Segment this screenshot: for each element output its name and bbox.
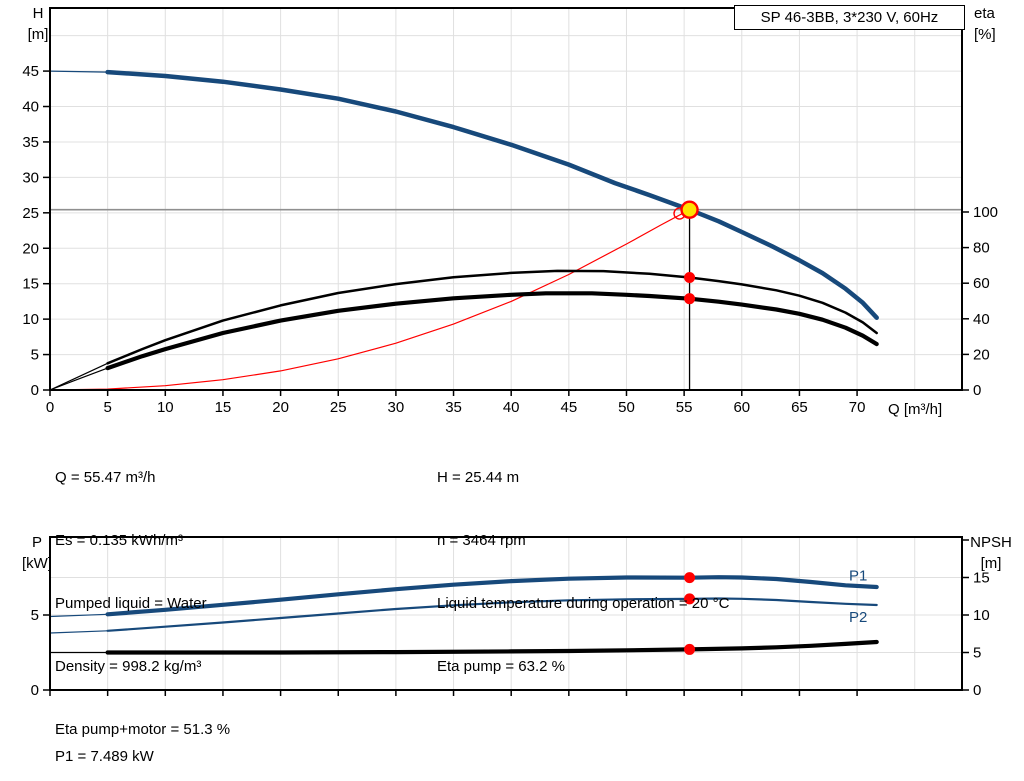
x-tick-label: 40 [503,399,520,416]
eta-pump-motor-curve-lead [49,367,108,391]
eta-axis-title: eta [%] [974,3,1020,45]
left-tick-label: 0 [31,682,39,699]
duty-marker-dot [684,572,696,584]
left-tick-label: 40 [22,99,39,116]
head-curve-lead [49,70,108,73]
right-tick-label: 100 [973,204,998,221]
info-n: n = 3464 rpm [437,532,526,549]
info-h: H = 25.44 m [437,469,520,486]
system-curve [49,209,690,391]
npsh-curve [105,639,879,655]
eta-axis-title-line1: eta [974,5,995,22]
duty-info-right: H = 25.44 m n = 3464 rpm Liquid temperat… [437,425,729,719]
info-eta-pump: Eta pump = 63.2 % [437,658,565,675]
left-tick-label: 20 [22,240,39,257]
info-density: Density = 998.2 kg/m³ [55,658,202,675]
info-pumped-liquid: Pumped liquid = Water [55,595,207,612]
left-tick-label: 30 [22,169,39,186]
x-tick-label: 0 [46,399,54,416]
x-tick-label: 45 [560,399,577,416]
p2-curve [106,597,878,632]
x-tick-label: 25 [330,399,347,416]
right-tick-label: 5 [973,645,981,662]
right-tick-label: 0 [973,382,981,399]
p-axis-title-line1: P [31,534,42,551]
npsh-axis-title: NPSH [m] [962,532,1020,574]
eta-pump-motor-curve [105,291,879,371]
x-tick-label: 50 [618,399,635,416]
right-tick-label: 10 [973,607,990,624]
x-tick-label: 20 [272,399,289,416]
x-tick-label: 35 [445,399,462,416]
duty-info-bottom: P1 = 7.489 kW P2 = 6.076 kW NPSH = 5.41 … [55,704,160,781]
left-tick-label: 45 [22,63,39,80]
p-axis-title: P [kW] [16,532,58,574]
x-axis-unit-label: Q [m³/h] [888,401,942,418]
series-label-p2: P2 [849,609,867,626]
npsh-axis-title-line1: NPSH [970,534,1012,551]
x-tick-label: 5 [103,399,111,416]
right-tick-label: 60 [973,275,990,292]
left-tick-label: 5 [31,607,39,624]
right-tick-label: 40 [973,311,990,328]
head-curve [105,69,879,320]
info-q: Q = 55.47 m³/h [55,469,156,486]
p1-curve [105,575,879,617]
eta-pump-curve-lead [49,362,108,391]
series-label-p1: P1 [849,568,867,585]
p2-curve-lead [49,630,108,634]
duty-point-marker [680,200,699,219]
x-tick-label: 65 [791,399,808,416]
x-tick-label: 30 [388,399,405,416]
info-eta-pump-motor: Eta pump+motor = 51.3 % [55,721,231,738]
duty-marker-dot [684,272,696,284]
right-tick-label: 20 [973,346,990,363]
plot-frame [49,536,963,691]
duty-marker-dot [684,593,696,605]
right-tick-label: 0 [973,682,981,699]
x-tick-label: 60 [733,399,750,416]
left-tick-label: 0 [31,382,39,399]
duty-marker-dot [684,643,696,655]
info-p1: P1 = 7.489 kW [55,748,154,765]
left-tick-label: 10 [22,311,39,328]
npsh-axis-title-line2: [m] [980,555,1002,572]
right-tick-label: 15 [973,570,990,587]
h-axis-title-line2: [m] [27,26,49,43]
x-tick-label: 10 [157,399,174,416]
x-tick-label: 70 [849,399,866,416]
right-tick-label: 80 [973,240,990,257]
left-tick-label: 15 [22,276,39,293]
h-axis-title-line1: H [32,5,44,22]
x-tick-label: 55 [676,399,693,416]
p-axis-title-line2: [kW] [22,555,52,572]
left-tick-label: 5 [31,347,39,364]
eta-axis-title-line2: [%] [974,26,996,43]
pump-title-box: SP 46-3BB, 3*230 V, 60Hz [734,5,965,30]
info-liquid-temp: Liquid temperature during operation = 20… [437,595,730,612]
h-axis-title: H [m] [20,3,56,45]
left-tick-label: 35 [22,134,39,151]
p1-curve-lead [49,613,108,618]
duty-info-left: Q = 55.47 m³/h Es = 0.135 kWh/m³ Pumped … [55,425,230,781]
info-es: Es = 0.135 kWh/m³ [55,532,183,549]
eta-pump-curve [106,269,878,365]
duty-marker-dot [684,293,696,305]
x-tick-label: 15 [215,399,232,416]
left-tick-label: 25 [22,205,39,222]
plot-frame [49,7,963,391]
